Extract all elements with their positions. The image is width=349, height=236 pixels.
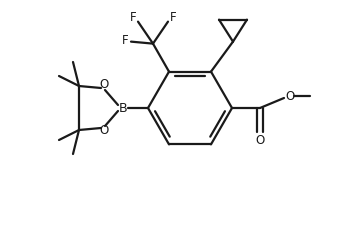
Text: F: F bbox=[122, 34, 128, 47]
Text: O: O bbox=[99, 125, 109, 138]
Text: F: F bbox=[170, 11, 176, 24]
Text: F: F bbox=[130, 11, 136, 24]
Text: O: O bbox=[99, 79, 109, 92]
Text: O: O bbox=[285, 89, 295, 102]
Text: O: O bbox=[255, 134, 265, 147]
Text: B: B bbox=[119, 101, 127, 114]
